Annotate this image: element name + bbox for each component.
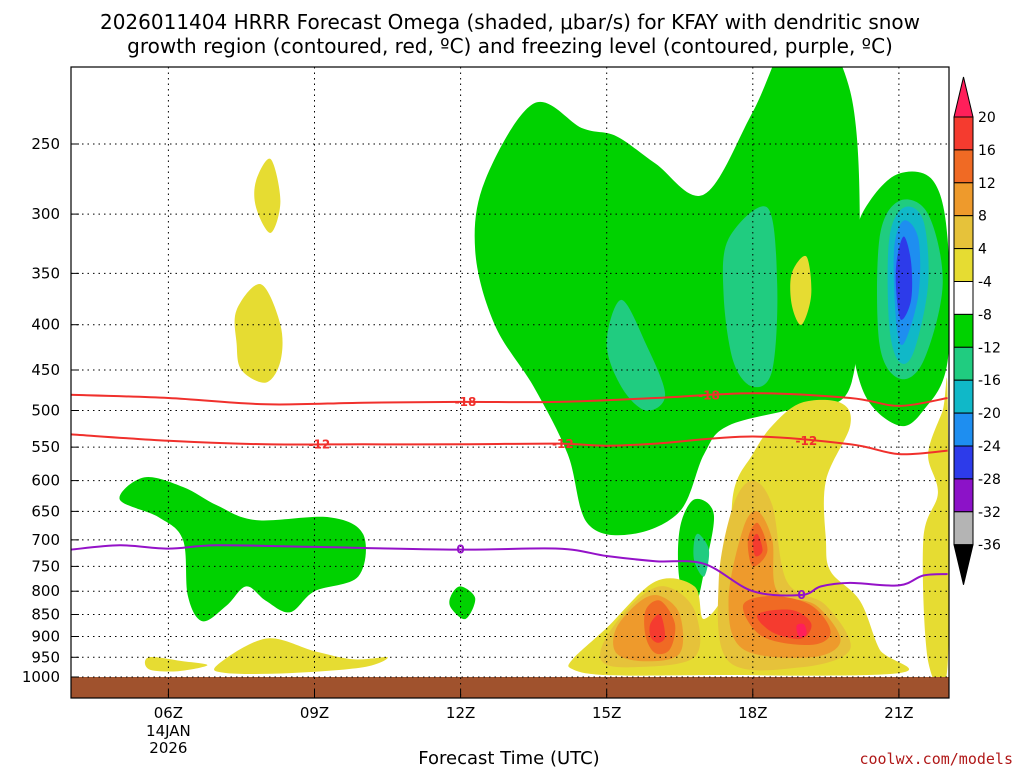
plot-frame — [70, 66, 950, 699]
freezing-level-contour-label: 0 — [797, 588, 805, 602]
y-tick-label: 550 — [31, 438, 60, 456]
y-tick-label: 1000 — [22, 668, 60, 686]
y-tick-label: 750 — [31, 557, 60, 575]
colorbar-level-label: -8 — [978, 307, 992, 323]
omega-region-4 — [449, 586, 476, 620]
colorbar-box — [953, 445, 974, 480]
y-tick-label: 300 — [31, 205, 60, 223]
colorbar-box — [953, 116, 974, 151]
gridlines — [71, 67, 949, 698]
dgz-contour-minus12-label: -12 — [796, 434, 818, 448]
colorbar-box — [953, 248, 974, 283]
omega-region-5 — [606, 299, 666, 411]
x-tick-label: 06Z — [154, 704, 183, 722]
credit-text: coolwx.com/models — [859, 750, 1013, 768]
colorbar-box — [953, 478, 974, 513]
colorbar-level-label: 12 — [978, 176, 996, 192]
y-tick-label: 900 — [31, 627, 60, 645]
colorbar-box — [953, 511, 974, 546]
y-tick-label: 700 — [31, 531, 60, 549]
y-axis: 250 300 350 400 450 500 550 600 650 700 750 800 850 9… — [22, 135, 79, 686]
chart-title-line-1: 2026011404 HRRR Forecast Omega (shaded, … — [100, 10, 920, 34]
y-tick-label: 450 — [31, 361, 60, 379]
colorbar-level-label: 20 — [978, 110, 996, 126]
y-tick-label: 600 — [31, 472, 60, 490]
y-tick-label: 350 — [31, 264, 60, 282]
omega-region-0 — [474, 67, 860, 536]
y-tick-label: 250 — [31, 135, 60, 153]
omega-region-29 — [796, 623, 807, 638]
omega-region-27 — [752, 533, 763, 557]
omega-region-13 — [234, 283, 283, 383]
omega-region-15 — [144, 657, 208, 672]
omega-region-18 — [922, 377, 949, 690]
x-axis-label: Forecast Time (UTC) — [418, 748, 599, 768]
y-tick-label: 650 — [31, 502, 60, 520]
x-tick-date-label: 14JAN — [146, 722, 191, 740]
colorbar-box — [953, 215, 974, 250]
colorbar-level-label: 16 — [978, 143, 996, 159]
ground-surface — [71, 677, 949, 698]
omega-region-11 — [895, 236, 913, 320]
y-tick-label: 500 — [31, 402, 60, 420]
y-tick-label: 400 — [31, 316, 60, 334]
omega-region-6 — [693, 533, 710, 577]
omega-region-7 — [722, 206, 778, 388]
x-tick-label: 15Z — [592, 704, 621, 722]
omega-region-12 — [254, 158, 281, 233]
x-tick-date-label: 2026 — [149, 739, 187, 757]
colorbar-box — [953, 379, 974, 414]
dgz-contour-minus18-label: -18 — [698, 388, 720, 402]
freezing-level-contour-line — [71, 544, 948, 597]
colorbar-level-label: 4 — [978, 242, 987, 258]
colorbar-level-label: -12 — [978, 340, 1001, 356]
colorbar-bottom-triangle — [953, 544, 974, 585]
x-tick-label: 18Z — [738, 704, 767, 722]
omega-region-26 — [649, 614, 666, 643]
y-tick-label: 850 — [31, 606, 60, 624]
contour-layer: -18 -18 -12 -12 -12 0 0 — [71, 388, 948, 602]
colorbar-level-label: -24 — [978, 439, 1001, 455]
colorbar-level-label: -36 — [978, 538, 1001, 554]
chart-title-line-2: growth region (contoured, red, ºC) and f… — [127, 34, 893, 58]
colorbar-box — [953, 313, 974, 348]
colorbar-level-label: -28 — [978, 472, 1001, 488]
colorbar-box — [953, 182, 974, 217]
colorbar-level-label: 8 — [978, 209, 987, 225]
colorbar: 20 16 12 8 4 -4 -8 -12 -16 -20 -24 -28 -32 -36 — [953, 76, 1001, 585]
dgz-contour-minus12-line — [71, 433, 948, 456]
dgz-contour-minus18-line — [71, 392, 948, 407]
dgz-contour-minus12-label: -12 — [309, 437, 331, 451]
colorbar-box — [953, 412, 974, 447]
x-tick-label: 09Z — [300, 704, 329, 722]
y-tick-label: 800 — [31, 582, 60, 600]
colorbar-level-label: -20 — [978, 406, 1001, 422]
colorbar-box — [953, 149, 974, 184]
dgz-contour-minus12-label: -12 — [552, 437, 574, 451]
colorbar-box — [953, 346, 974, 381]
y-tick-label: 950 — [31, 648, 60, 666]
omega-region-16 — [214, 638, 388, 674]
omega-region-3 — [119, 477, 366, 622]
omega-region-14 — [790, 255, 812, 325]
colorbar-level-label: -32 — [978, 505, 1001, 521]
freezing-level-contour-label: 0 — [456, 543, 464, 557]
x-tick-label: 21Z — [884, 704, 913, 722]
dgz-contour-minus18-label: -18 — [455, 395, 477, 409]
omega-shading-layer — [119, 67, 949, 690]
colorbar-level-label: -4 — [978, 275, 992, 291]
x-tick-label: 12Z — [446, 704, 475, 722]
colorbar-box — [953, 281, 974, 315]
colorbar-level-label: -16 — [978, 373, 1001, 389]
